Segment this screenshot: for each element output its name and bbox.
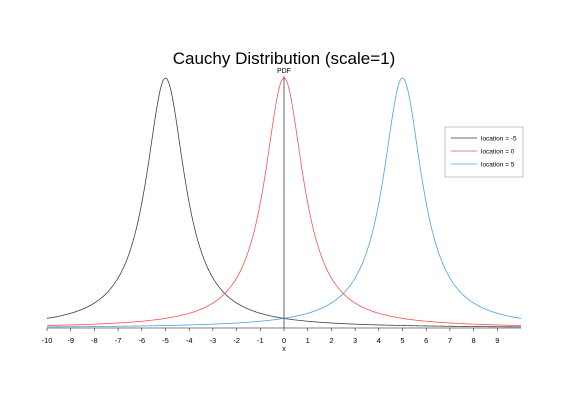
x-tick-label: -7 — [115, 336, 122, 345]
chart-title: Cauchy Distribution (scale=1) — [173, 49, 396, 68]
x-tick-label: -1 — [257, 336, 264, 345]
legend-label-0: location = -5 — [481, 135, 517, 142]
legend-box — [444, 126, 524, 178]
x-tick-label: 6 — [424, 336, 428, 345]
x-tick-label: -3 — [210, 336, 217, 345]
x-tick-label: 2 — [329, 336, 333, 345]
x-tick-label: -2 — [233, 336, 240, 345]
x-tick-label: -5 — [162, 336, 169, 345]
x-tick-label: -10 — [42, 336, 53, 345]
x-tick-label: 3 — [353, 336, 357, 345]
x-tick-label: -4 — [186, 336, 193, 345]
legend: location = -5 location = 0 location = 5 — [444, 126, 524, 178]
x-tick-label: 0 — [282, 336, 286, 345]
y-axis-label: PDF — [277, 68, 291, 75]
x-tick-label: 7 — [448, 336, 452, 345]
x-tick-label: 5 — [400, 336, 404, 345]
x-tick-label: -6 — [138, 336, 145, 345]
x-tick-label: 8 — [472, 336, 476, 345]
x-tick-label: 4 — [377, 336, 381, 345]
x-tick-label: -8 — [91, 336, 98, 345]
x-axis-label: x — [282, 346, 286, 353]
x-tick-label: 9 — [495, 336, 499, 345]
x-axis-ticks: -10 -9 -8 -7 -6 -5 -4 -3 -2 -1 0 1 2 3 4 5 6 7 8 9 — [42, 328, 499, 345]
legend-label-2: location = 5 — [481, 161, 515, 168]
x-tick-label: 1 — [306, 336, 310, 345]
x-tick-label: -9 — [67, 336, 74, 345]
legend-label-1: location = 0 — [481, 148, 515, 155]
